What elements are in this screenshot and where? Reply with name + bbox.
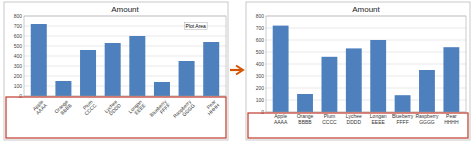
- grid-line: [266, 88, 466, 89]
- annotation-text: Plot Area: [186, 23, 207, 29]
- x-tick-label: OrangeBBBB: [297, 113, 314, 125]
- y-tick-label: 100: [14, 83, 23, 89]
- bars: [31, 24, 219, 96]
- x-tick-label: BlueberryFFFF: [392, 113, 414, 125]
- y-tick-label: 700: [14, 23, 23, 29]
- grid-line: [24, 36, 226, 37]
- title: Amount: [352, 5, 380, 14]
- panel-border: [4, 2, 228, 140]
- x-tick-label: PlumCCCC: [322, 113, 337, 125]
- panel-border: [246, 2, 470, 140]
- plot-frame: [266, 16, 466, 112]
- x-tick-label: LycheeDDDD: [103, 98, 122, 117]
- x-tick-label: PearHHHH: [202, 98, 220, 116]
- y-tick-label: 600: [256, 37, 265, 43]
- x-tick-label: OrangeBBBB: [53, 98, 73, 118]
- arrow-shaft: [230, 69, 241, 71]
- grid-line: [266, 100, 466, 101]
- label-highlight: [248, 113, 468, 138]
- bar: [31, 24, 47, 96]
- x-tick-label: PlumCCCC: [79, 98, 97, 116]
- bar: [55, 81, 71, 96]
- y-tick-label: 0: [261, 109, 264, 115]
- x-tick-label: LonganEEEE: [370, 113, 387, 125]
- grid-line: [24, 66, 226, 67]
- grid-line: [266, 28, 466, 29]
- bar: [129, 36, 145, 96]
- x-tick-label: RaspberryGGGG: [172, 98, 197, 123]
- y-tick-label: 200: [256, 85, 265, 91]
- bar: [395, 95, 411, 112]
- bar: [443, 47, 459, 112]
- grid-line: [24, 76, 226, 77]
- grid-line: [24, 56, 226, 57]
- x-tick-label: RaspberryGGGG: [415, 113, 439, 125]
- y-tick-label: 800: [256, 13, 265, 19]
- y-tick-label: 200: [14, 73, 23, 79]
- y-tick-label: 400: [14, 53, 23, 59]
- chart: Amount 0 100 200 300 400 500 600 700 800 AppleAAAA…: [4, 2, 228, 140]
- grid-line: [266, 40, 466, 41]
- x-tick-label: AppleAAAA: [274, 113, 288, 125]
- grid-line: [266, 64, 466, 65]
- chart: Amount 0 100 200 300 400 500 600 700 800 AppleAAAA…: [246, 2, 470, 140]
- bar: [203, 42, 219, 96]
- annotation: Plot Area: [185, 22, 208, 29]
- grid-line: [266, 76, 466, 77]
- x-tick-label: BlueberryFFFF: [148, 98, 171, 121]
- annotation-box: [185, 22, 208, 29]
- grid-line: [24, 86, 226, 87]
- plot-frame: [24, 16, 226, 96]
- x-tick-label: LonganEEEE: [127, 98, 147, 118]
- y-tick-label: 700: [256, 25, 265, 31]
- arrow: [230, 66, 243, 75]
- x-tick-label: AppleAAAA: [31, 98, 49, 116]
- arrow-head: [236, 66, 243, 75]
- bar: [346, 48, 362, 112]
- y-tick-label: 500: [14, 43, 23, 49]
- y-tick-label: 600: [14, 33, 23, 39]
- bar: [370, 40, 386, 112]
- y-tick-label: 800: [14, 13, 23, 19]
- bar: [105, 43, 121, 96]
- bar: [273, 26, 289, 112]
- grid-line: [24, 46, 226, 47]
- y-tick-label: 300: [14, 63, 23, 69]
- bar: [321, 57, 337, 112]
- bar: [179, 61, 195, 96]
- y-tick-label: 400: [256, 61, 265, 67]
- bars: [273, 26, 460, 112]
- bar: [80, 50, 96, 96]
- y-tick-label: 100: [256, 97, 265, 103]
- x-tick-label: PearHHHH: [444, 113, 459, 125]
- y-tick-label: 500: [256, 49, 265, 55]
- bar: [154, 82, 170, 96]
- bar: [419, 70, 435, 112]
- grid-line: [266, 52, 466, 53]
- bar: [297, 94, 313, 112]
- figure: Amount 0 100 200 300 400 500 600 700 800 AppleAAAA…: [0, 0, 474, 143]
- title: Amount: [111, 5, 139, 14]
- y-tick-label: 0: [19, 93, 22, 99]
- x-tick-label: LycheeDDDD: [346, 113, 362, 125]
- y-tick-label: 300: [256, 73, 265, 79]
- label-highlight: [6, 97, 226, 138]
